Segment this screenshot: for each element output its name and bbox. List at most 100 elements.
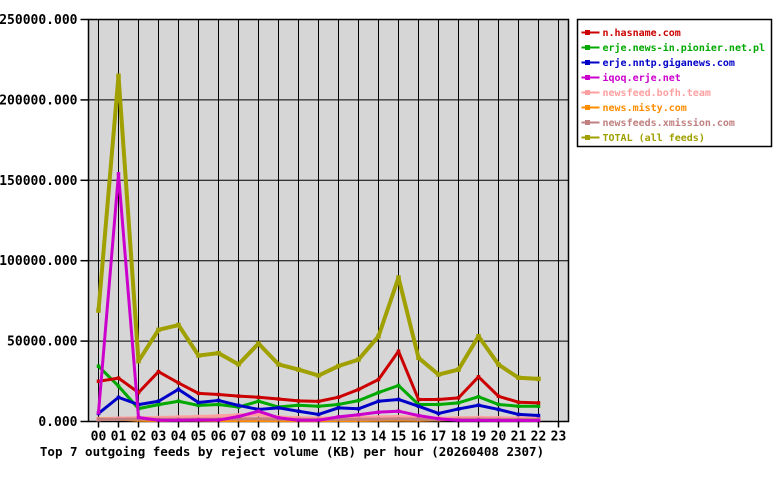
chart-title: Top 7 outgoing feeds by reject volume (K… bbox=[40, 444, 544, 459]
legend-point-marker bbox=[585, 90, 590, 95]
series-point bbox=[476, 375, 481, 379]
series-point bbox=[116, 376, 121, 380]
series-point bbox=[96, 410, 101, 415]
series-point bbox=[256, 395, 261, 399]
series-point bbox=[476, 403, 481, 408]
legend-item-newsfeeds-xmission-com: newsfeeds.xmission.com bbox=[581, 117, 735, 129]
legend-label: erje.news-in.pionier.net.pl bbox=[603, 42, 766, 54]
series-point bbox=[356, 398, 361, 403]
legend-box bbox=[576, 18, 773, 148]
series-point bbox=[256, 407, 261, 412]
legend-label: newsfeeds.xmission.com bbox=[603, 117, 735, 129]
series-point bbox=[416, 413, 421, 418]
series-point bbox=[116, 395, 121, 400]
legend-label: news.misty.com bbox=[603, 102, 687, 114]
series-point bbox=[456, 401, 461, 405]
series-point bbox=[216, 414, 221, 419]
x-tick-label: 22 bbox=[531, 430, 547, 445]
series-point bbox=[536, 401, 541, 405]
series-point bbox=[376, 377, 381, 382]
legend-item-erje-news-in-pionier-net-pl: erje.news-in.pionier.net.pl bbox=[581, 42, 766, 54]
data-series-lines bbox=[96, 73, 541, 423]
series-point bbox=[356, 407, 361, 411]
x-tick-label: 05 bbox=[191, 430, 207, 445]
series-point bbox=[356, 417, 361, 421]
series-point bbox=[376, 399, 381, 403]
series-point bbox=[176, 322, 181, 328]
legend-point-marker bbox=[585, 120, 590, 125]
series-point bbox=[216, 398, 221, 403]
series-point bbox=[216, 402, 221, 407]
series-point bbox=[336, 415, 341, 419]
series-point bbox=[516, 404, 521, 408]
series-point bbox=[436, 402, 441, 407]
x-tick-label: 21 bbox=[511, 430, 527, 445]
series-point bbox=[336, 363, 341, 369]
legend-point-marker bbox=[585, 45, 590, 50]
series-point bbox=[96, 417, 101, 422]
series-point bbox=[136, 358, 141, 364]
x-tick-label: 10 bbox=[291, 430, 307, 445]
series-point bbox=[536, 376, 541, 382]
series-point bbox=[176, 418, 181, 422]
series-point bbox=[176, 415, 181, 420]
legend-point-marker bbox=[585, 60, 590, 65]
series-point bbox=[336, 417, 341, 421]
series-point bbox=[156, 327, 161, 333]
axis-ticks-and-labels: 250000.000 200000.000 150000.000 100000.000… bbox=[0, 13, 566, 445]
series-point bbox=[156, 369, 161, 374]
series-point bbox=[436, 411, 441, 416]
series-point bbox=[376, 390, 381, 395]
series-point bbox=[316, 404, 321, 408]
series-point bbox=[416, 397, 421, 402]
plot-background bbox=[88, 19, 569, 422]
series-point bbox=[456, 418, 461, 423]
x-tick-label: 11 bbox=[311, 430, 327, 445]
x-tick-label: 23 bbox=[551, 430, 567, 445]
series-point bbox=[316, 412, 321, 417]
legend-label: erje.nntp.giganews.com bbox=[603, 57, 735, 69]
series-point bbox=[336, 406, 341, 410]
y-tick-label: 50000.000 bbox=[7, 335, 78, 350]
series-point bbox=[116, 172, 121, 176]
legend-point-marker bbox=[585, 135, 590, 140]
legend-point-marker bbox=[585, 75, 590, 80]
y-tick-label: 250000.000 bbox=[0, 13, 78, 28]
series-point bbox=[236, 414, 241, 419]
plot-area bbox=[88, 19, 569, 422]
x-tick-label: 08 bbox=[251, 430, 267, 445]
legend-item-newsfeed-bofh-team: newsfeed.bofh.team bbox=[581, 88, 711, 99]
x-tick-label: 07 bbox=[231, 430, 247, 445]
x-tick-label: 19 bbox=[471, 430, 487, 445]
x-tick-label: 13 bbox=[351, 430, 367, 445]
series-point bbox=[516, 412, 521, 417]
series-point bbox=[296, 403, 301, 408]
series-point bbox=[356, 387, 361, 392]
x-tick-label: 01 bbox=[111, 430, 127, 445]
series-point bbox=[176, 387, 181, 392]
series-point bbox=[276, 362, 281, 367]
x-tick-label: 20 bbox=[491, 430, 507, 445]
series-point bbox=[516, 418, 521, 423]
legend-item-total-all-feeds-: TOTAL (all feeds) bbox=[581, 133, 705, 144]
series-point bbox=[116, 73, 121, 79]
legend-item-news-misty-com: news.misty.com bbox=[581, 102, 687, 114]
series-point bbox=[277, 419, 280, 423]
series-point bbox=[176, 399, 181, 403]
series-point bbox=[136, 415, 141, 420]
series-point bbox=[296, 399, 301, 403]
series-point bbox=[536, 404, 541, 408]
series-point bbox=[176, 381, 181, 385]
legend-item-n-hasname-com: n.hasname.com bbox=[581, 28, 681, 39]
series-point bbox=[316, 399, 321, 404]
series-point bbox=[196, 414, 201, 420]
series-point bbox=[336, 402, 341, 407]
series-point bbox=[256, 341, 261, 346]
series-point bbox=[356, 412, 361, 417]
series-point bbox=[456, 407, 461, 411]
series-point bbox=[416, 402, 421, 407]
series-point bbox=[536, 413, 541, 418]
legend: n.hasname.com erje.news-in.pionier.net.pl… bbox=[576, 18, 773, 148]
